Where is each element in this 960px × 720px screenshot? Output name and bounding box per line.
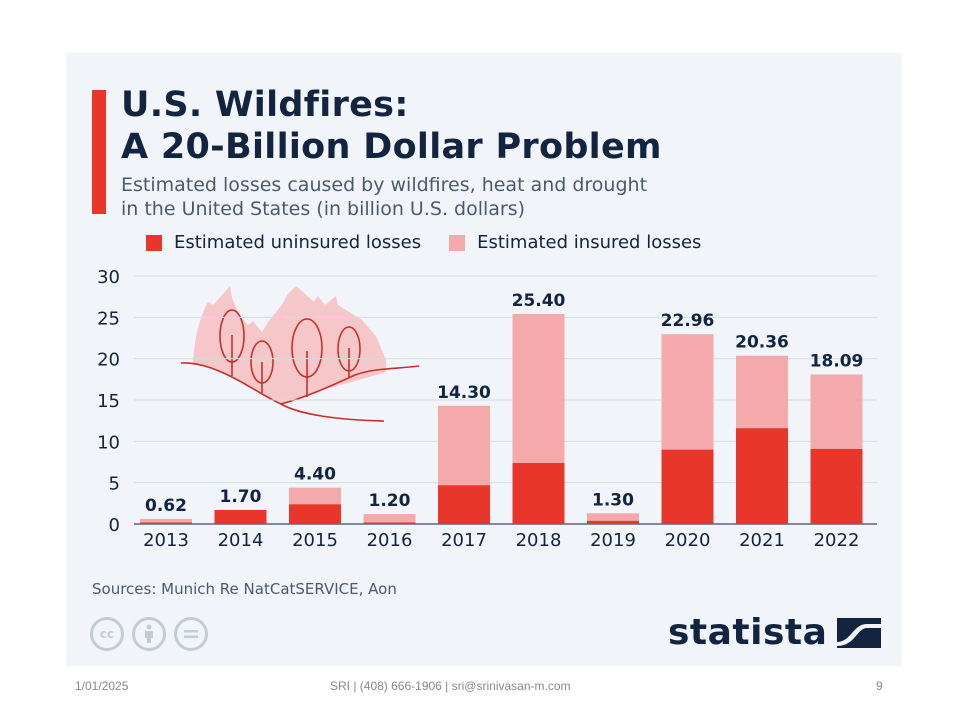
legend: Estimated uninsured losses Estimated ins… <box>146 232 729 253</box>
data-label-2014: 1.70 <box>220 487 262 507</box>
bar-uninsured-2020 <box>661 449 714 524</box>
legend-label-uninsured: Estimated uninsured losses <box>174 232 422 253</box>
footer-page-number: 9 <box>876 679 883 693</box>
flame-shape <box>193 286 386 404</box>
x-tick-label-2021: 2021 <box>739 530 785 551</box>
legend-item-uninsured: Estimated uninsured losses <box>146 232 421 253</box>
title-accent-bar <box>92 90 106 214</box>
y-tick-label: 10 <box>97 432 120 453</box>
bar-insured-2016 <box>363 514 416 523</box>
y-tick-label: 0 <box>109 515 120 536</box>
x-tick-label-2019: 2019 <box>590 530 636 551</box>
bar-insured-2013 <box>140 518 192 523</box>
x-tick-label-2017: 2017 <box>441 530 487 551</box>
sources-note: Sources: Munich Re NatCatSERVICE, Aon <box>92 580 397 598</box>
data-label-2020: 22.96 <box>661 311 715 331</box>
cc-icon: cc <box>90 617 124 651</box>
license-icons: cc <box>90 617 208 651</box>
x-tick-label-2018: 2018 <box>516 530 562 551</box>
data-label-2018: 25.40 <box>512 291 566 311</box>
title-line-2: A 20-Billion Dollar Problem <box>121 127 662 167</box>
y-tick-label: 20 <box>97 350 120 371</box>
legend-label-insured: Estimated insured losses <box>477 232 702 253</box>
x-tick-label-2013: 2013 <box>143 530 189 551</box>
chart-title: U.S. Wildfires: A 20-Billion Dollar Prob… <box>121 84 662 168</box>
legend-swatch-insured <box>449 234 466 251</box>
bar-uninsured-2014 <box>214 509 267 524</box>
statista-logo-mark-icon <box>837 617 882 648</box>
bar-insured-2019 <box>587 513 639 521</box>
data-label-2015: 4.40 <box>294 465 336 485</box>
x-tick-label-2014: 2014 <box>218 530 264 551</box>
x-tick-label-2016: 2016 <box>367 530 413 551</box>
bar-insured-2018 <box>512 314 565 463</box>
y-tick-label: 15 <box>97 391 120 412</box>
bar-insured-2015 <box>289 487 341 505</box>
footer-date: 1/01/2025 <box>75 679 129 693</box>
subtitle-line-2: in the United States (in billion U.S. do… <box>121 198 526 220</box>
bar-insured-2022 <box>810 374 863 449</box>
data-label-2013: 0.62 <box>145 496 187 516</box>
bar-uninsured-2018 <box>512 462 565 524</box>
y-tick-label: 25 <box>97 308 120 329</box>
x-tick-label-2015: 2015 <box>292 530 338 551</box>
data-label-2019: 1.30 <box>592 490 634 510</box>
logo-wordmark: statista <box>668 612 828 653</box>
bar-uninsured-2017 <box>438 485 490 524</box>
hill-line-right <box>280 365 420 405</box>
bar-uninsured-2013 <box>140 522 192 524</box>
subtitle-line-1: Estimated losses caused by wildfires, he… <box>121 174 648 196</box>
attribution-icon <box>132 617 166 651</box>
tree-icon-4 <box>337 326 361 377</box>
statista-logo: statista <box>668 612 882 653</box>
y-tick-label: 5 <box>109 474 120 495</box>
bar-uninsured-2022 <box>810 448 863 524</box>
legend-swatch-uninsured <box>146 234 162 251</box>
footer-contact: SRI | (408) 666-1906 | sri@srinivasan-m.… <box>330 679 571 693</box>
data-label-2017: 14.30 <box>437 383 491 403</box>
data-label-2022: 18.09 <box>810 351 864 371</box>
bar-uninsured-2015 <box>289 504 341 524</box>
hill-line-left <box>180 362 385 422</box>
bar-insured-2017 <box>438 405 490 486</box>
chart-subtitle: Estimated losses caused by wildfires, he… <box>121 173 647 221</box>
bar-insured-2021 <box>736 355 788 429</box>
data-label-2021: 20.36 <box>735 333 789 353</box>
bar-uninsured-2016 <box>363 522 416 524</box>
tree-icon-1 <box>219 309 245 376</box>
bar-uninsured-2021 <box>736 428 788 524</box>
tree-icon-2 <box>250 340 274 393</box>
bar-uninsured-2019 <box>587 520 639 524</box>
bar-insured-2020 <box>661 334 714 450</box>
no-derivatives-icon <box>174 617 208 651</box>
x-tick-label-2020: 2020 <box>665 530 711 551</box>
x-tick-label-2022: 2022 <box>814 530 860 551</box>
y-tick-label: 30 <box>97 267 120 288</box>
wildfire-illustration <box>180 286 420 422</box>
legend-item-insured: Estimated insured losses <box>449 232 701 253</box>
data-label-2016: 1.20 <box>369 491 411 511</box>
title-line-1: U.S. Wildfires: <box>121 85 409 125</box>
